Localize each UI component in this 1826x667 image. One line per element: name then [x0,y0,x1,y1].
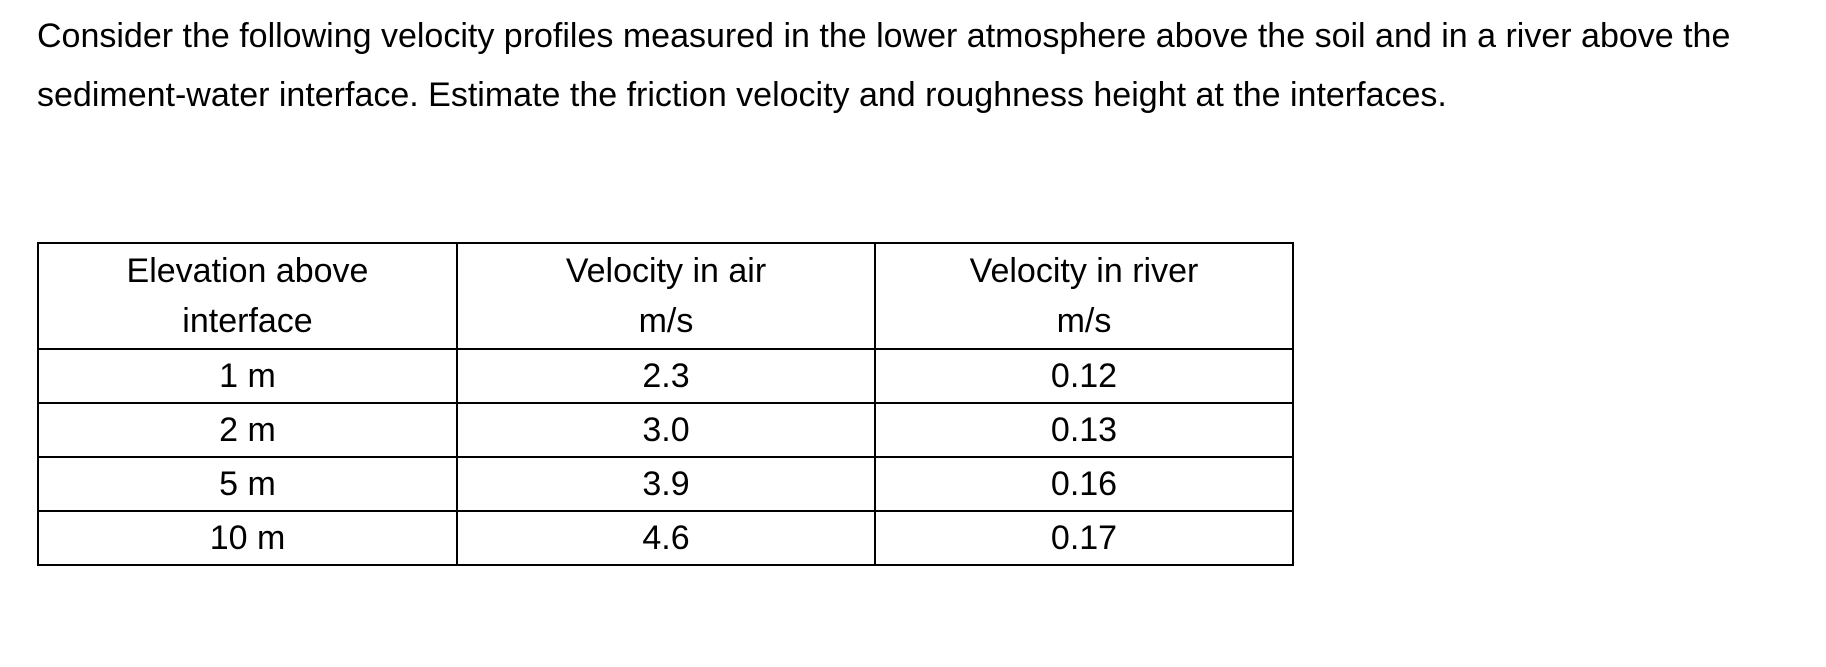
cell-velocity-river: 0.16 [874,456,1294,512]
velocity-profile-table: Elevation above interface Velocity in ai… [37,242,1294,566]
header-air-line2: m/s [638,302,694,340]
cell-elevation: 5 m [37,456,458,512]
header-air-line1: Velocity in air [565,252,767,290]
cell-velocity-river: 0.13 [874,402,1294,458]
table-row: 10 m 4.6 0.17 [37,510,1294,566]
cell-elevation: 2 m [37,402,458,458]
header-elevation-line2: interface [182,302,313,340]
header-velocity-air: Velocity in air m/s [456,242,876,350]
cell-velocity-river: 0.17 [874,510,1294,566]
cell-velocity-air: 2.3 [456,348,876,404]
cell-velocity-air: 3.9 [456,456,876,512]
header-river-line1: Velocity in river [969,252,1199,290]
cell-elevation: 1 m [37,348,458,404]
header-river-line2: m/s [1056,302,1112,340]
table-header-row: Elevation above interface Velocity in ai… [37,242,1294,350]
table-row: 5 m 3.9 0.16 [37,456,1294,512]
problem-statement: Consider the following velocity profiles… [37,17,1731,114]
header-elevation: Elevation above interface [37,242,458,350]
cell-elevation: 10 m [37,510,458,566]
header-elevation-line1: Elevation above [126,252,369,290]
table-row: 1 m 2.3 0.12 [37,348,1294,404]
header-velocity-river: Velocity in river m/s [874,242,1294,350]
cell-velocity-air: 3.0 [456,402,876,458]
cell-velocity-air: 4.6 [456,510,876,566]
cell-velocity-river: 0.12 [874,348,1294,404]
table-row: 2 m 3.0 0.13 [37,402,1294,458]
